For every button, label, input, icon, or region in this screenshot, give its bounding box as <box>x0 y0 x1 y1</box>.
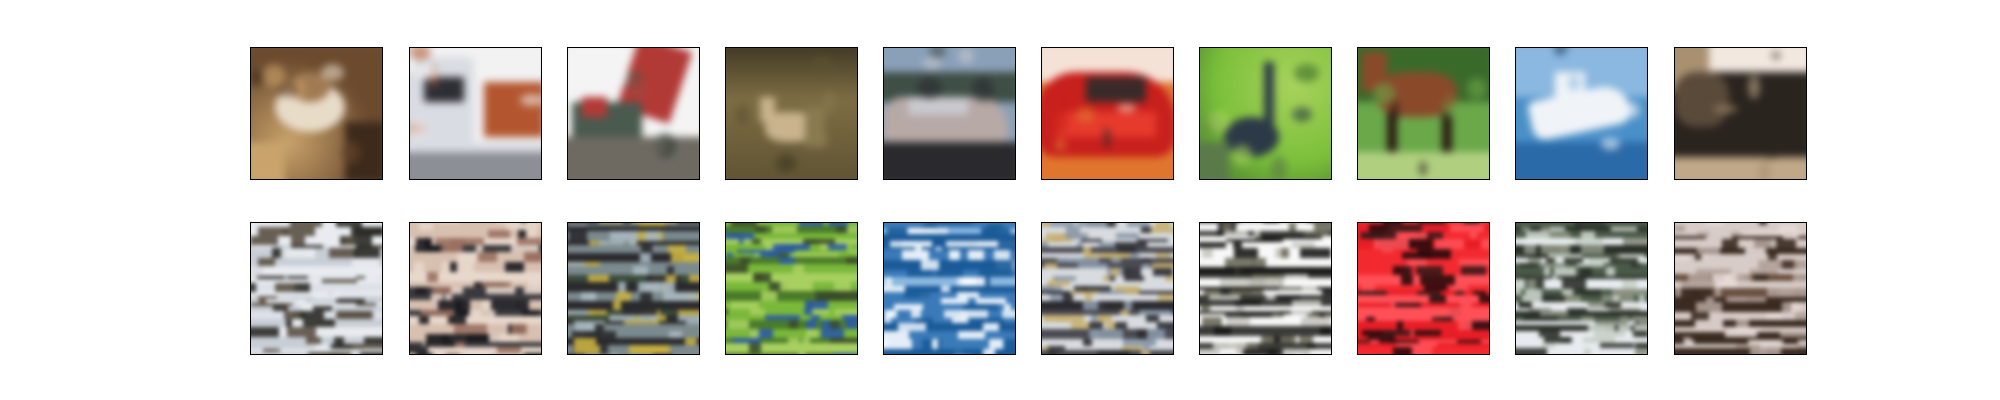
reconstructed-image-8 <box>1357 222 1490 355</box>
reconstructed-image-4-pixels <box>726 223 857 354</box>
reconstructed-image-6-pixels <box>1042 223 1173 354</box>
reconstructed-image-1-pixels <box>251 223 382 354</box>
original-image-truck <box>409 47 542 180</box>
original-image-car-pixels <box>884 48 1015 179</box>
original-image-bird <box>1199 47 1332 180</box>
original-image-truck-pixels <box>410 48 541 179</box>
reconstructed-image-6 <box>1041 222 1174 355</box>
original-image-deer <box>725 47 858 180</box>
reconstructed-image-5-pixels <box>884 223 1015 354</box>
reconstructed-image-7-pixels <box>1200 223 1331 354</box>
original-image-car <box>883 47 1016 180</box>
reconstructed-image-3-pixels <box>568 223 699 354</box>
original-image-bird-pixels <box>1200 48 1331 179</box>
original-image-ship <box>1515 47 1648 180</box>
reconstructed-image-10 <box>1674 222 1807 355</box>
original-image-sports-car-pixels <box>1042 48 1173 179</box>
reconstructed-image-9-pixels <box>1516 223 1647 354</box>
reconstructed-image-5 <box>883 222 1016 355</box>
original-image-ship-pixels <box>1516 48 1647 179</box>
reconstructed-image-3 <box>567 222 700 355</box>
original-image-dump-truck-pixels <box>568 48 699 179</box>
reconstructed-image-9 <box>1515 222 1648 355</box>
original-image-deer-pixels <box>726 48 857 179</box>
reconstructed-image-4 <box>725 222 858 355</box>
original-image-cat <box>1674 47 1807 180</box>
reconstructed-image-8-pixels <box>1358 223 1489 354</box>
original-image-cat-pixels <box>1675 48 1806 179</box>
original-image-frog-pixels <box>251 48 382 179</box>
reconstructed-image-2-pixels <box>410 223 541 354</box>
reconstructed-image-7 <box>1199 222 1332 355</box>
original-image-horse-pixels <box>1358 48 1489 179</box>
original-image-frog <box>250 47 383 180</box>
reconstructed-image-10-pixels <box>1675 223 1806 354</box>
original-image-sports-car <box>1041 47 1174 180</box>
reconstructed-images-row <box>0 222 2000 355</box>
original-images-row <box>0 47 2000 180</box>
original-image-horse <box>1357 47 1490 180</box>
reconstructed-image-1 <box>250 222 383 355</box>
original-image-dump-truck <box>567 47 700 180</box>
reconstructed-image-2 <box>409 222 542 355</box>
